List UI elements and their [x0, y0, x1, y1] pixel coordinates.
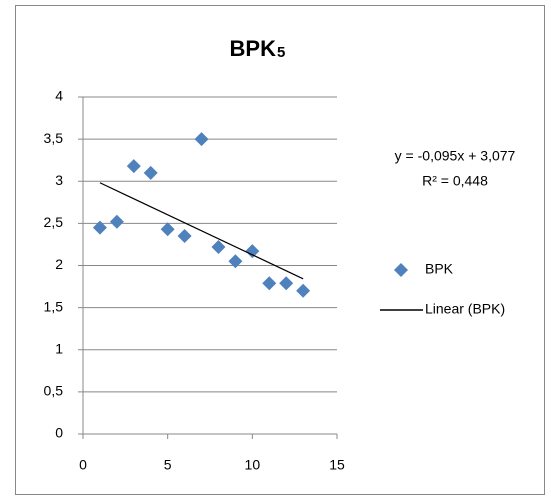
data-point — [109, 214, 124, 229]
x-tick-label: 15 — [329, 457, 345, 473]
trend-equation: y = -0,095x + 3,077 — [395, 148, 516, 164]
data-point — [279, 276, 294, 291]
data-point — [177, 229, 192, 244]
y-tick-label: 3,5 — [44, 130, 64, 146]
data-point — [245, 244, 260, 259]
data-point — [262, 276, 277, 291]
chart-border — [15, 5, 545, 495]
y-tick-label: 4 — [55, 88, 63, 104]
data-point — [228, 254, 243, 269]
data-point — [92, 220, 107, 235]
trend-r-squared: R² = 0,448 — [422, 173, 488, 189]
y-tick-label: 2,5 — [44, 214, 64, 230]
data-point — [194, 132, 209, 147]
data-point — [296, 283, 311, 298]
legend-marker — [394, 263, 408, 277]
x-tick-label: 5 — [164, 457, 172, 473]
y-tick-label: 0,5 — [44, 383, 64, 399]
data-point — [211, 239, 226, 254]
y-tick-label: 0 — [55, 425, 63, 441]
y-tick-label: 2 — [55, 256, 63, 272]
trendline — [99, 182, 304, 280]
legend-label: Linear (BPK) — [425, 301, 505, 317]
data-point — [160, 222, 175, 237]
x-tick-label: 10 — [245, 457, 261, 473]
data-point — [143, 165, 158, 180]
data-point — [126, 159, 141, 174]
y-tick-label: 1,5 — [44, 298, 64, 314]
chart-title: BPK — [230, 36, 277, 61]
y-tick-label: 1 — [55, 340, 63, 356]
y-tick-label: 3 — [55, 172, 63, 188]
x-tick-label: 0 — [79, 457, 87, 473]
chart-title-subscript: 5 — [277, 44, 285, 61]
legend-label: BPK — [425, 261, 454, 277]
